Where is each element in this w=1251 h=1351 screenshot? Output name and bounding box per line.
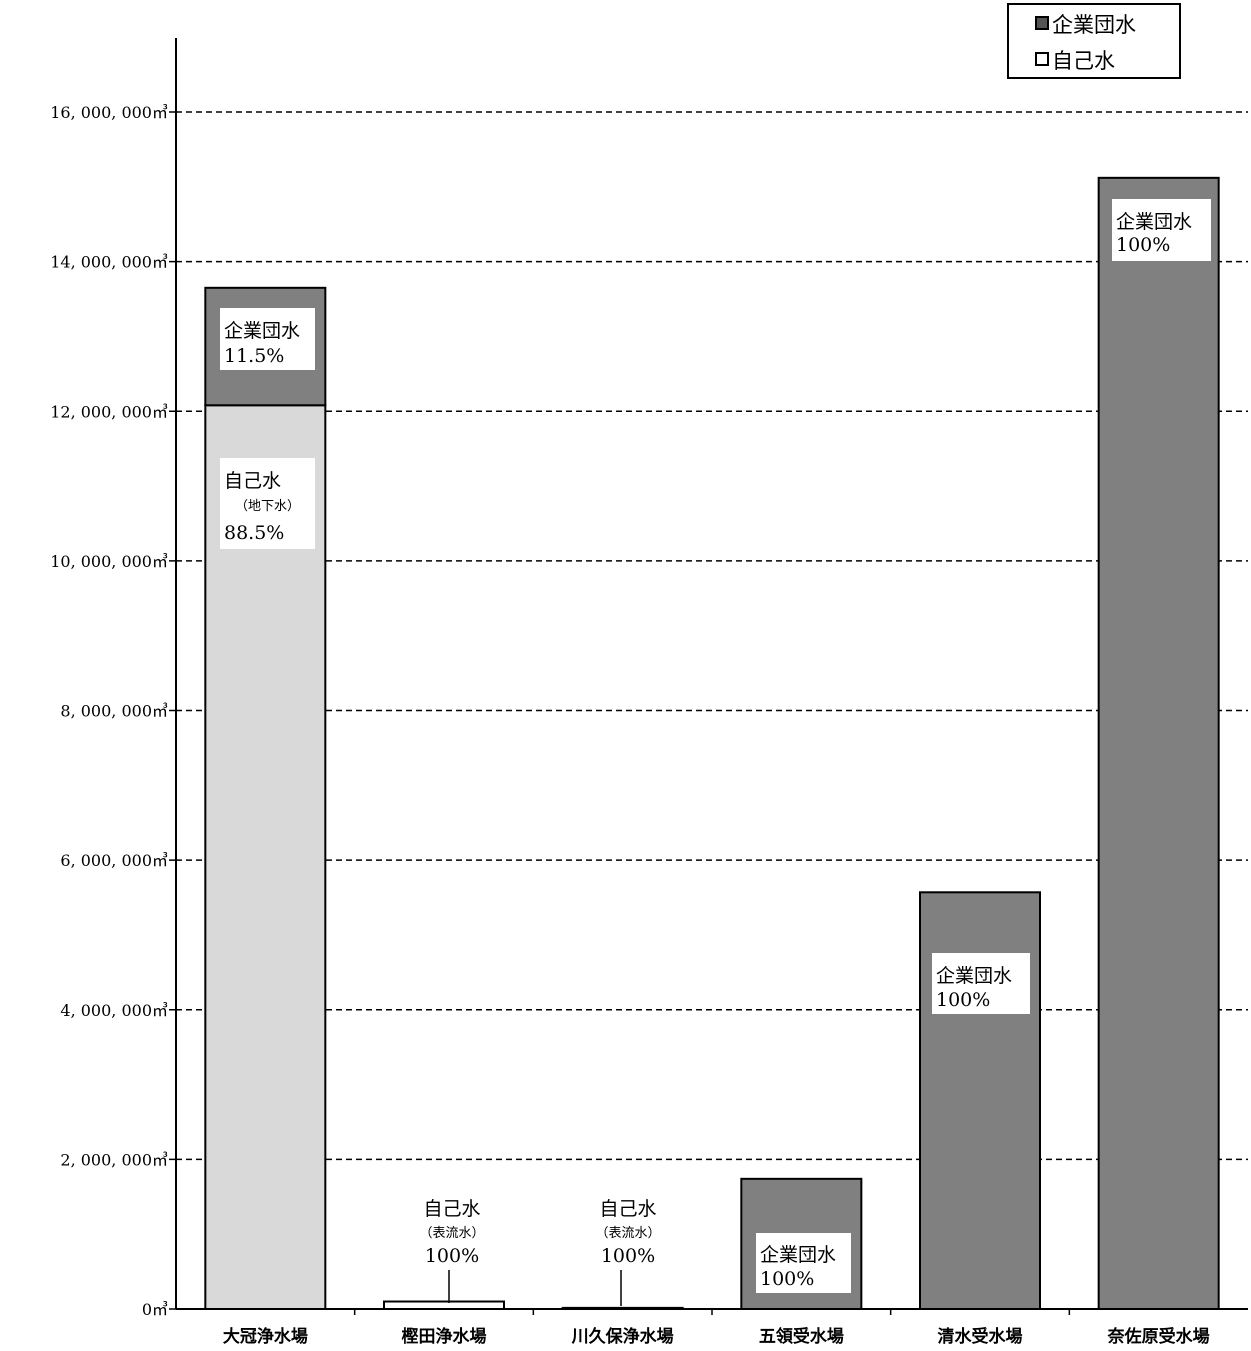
annotation-box (756, 1233, 851, 1293)
annotation-text: 100% (760, 1268, 814, 1290)
annotation-text: 企業団水 (936, 965, 1012, 987)
y-tick-label: 14, 000, 000㎥ (50, 253, 168, 272)
legend-label: 企業団水 (1052, 13, 1136, 37)
annotation-text: 自己水 (423, 1198, 480, 1220)
x-category-label: 川久保浄水場 (571, 1326, 674, 1347)
bar-self-water (383, 1300, 505, 1311)
y-tick-label: 0㎥ (142, 1300, 168, 1319)
annotation-text: 88.5% (224, 522, 284, 544)
annotation-text: 100% (1116, 234, 1170, 256)
y-tick-label: 10, 000, 000㎥ (50, 552, 168, 571)
data-annotation: 自己水 （地下水） 88.5% (220, 458, 315, 549)
annotation-box (932, 953, 1030, 1014)
y-tick-label: 8, 000, 000㎥ (60, 702, 168, 721)
annotation-text: 企業団水 (1116, 211, 1192, 233)
annotation-text: 100% (601, 1245, 655, 1267)
bar-corp-water (1097, 176, 1220, 1311)
annotation-box (1112, 199, 1211, 261)
x-category-label: 奈佐原受水場 (1107, 1326, 1210, 1347)
annotation-text: 企業団水 (760, 1244, 836, 1266)
annotation-box (220, 308, 315, 370)
annotation-text: 企業団水 (224, 320, 300, 342)
annotation-text: （地下水） (235, 499, 300, 514)
bar-self-water (204, 404, 327, 1310)
annotations: 企業団水 11.5% 自己水 （地下水） 88.5% 自己水 （表流水） 100% 自己水 （表流… (220, 199, 1211, 1306)
annotation-text: （表流水） (595, 1226, 660, 1241)
x-category-label: 大冠浄水場 (223, 1326, 308, 1347)
annotation-text: （表流水） (419, 1226, 484, 1241)
gridlines (176, 111, 1248, 1161)
legend-label: 自己水 (1052, 49, 1115, 73)
data-annotation: 企業団水 11.5% (220, 308, 315, 370)
axes: 0㎥ 2, 000, 000㎥ 4, 000, 000㎥ 6, 000, 000㎥ 8,… (50, 38, 1248, 1347)
annotation-text: 100% (425, 1245, 479, 1267)
y-tick-label: 12, 000, 000㎥ (50, 402, 168, 421)
y-tick-label: 2, 000, 000㎥ (60, 1150, 168, 1169)
annotation-box (220, 458, 315, 549)
x-category-label: 五領受水場 (759, 1326, 844, 1347)
annotation-text: 自己水 (224, 470, 281, 492)
y-tick-label: 16, 000, 000㎥ (50, 103, 168, 122)
legend-swatch (1035, 16, 1049, 30)
annotation-text: 11.5% (224, 345, 284, 367)
bars (204, 176, 1220, 1311)
x-category-label: 清水受水場 (938, 1326, 1023, 1347)
data-annotation: 自己水 （表流水） 100% (595, 1198, 661, 1306)
x-category-label: 樫田浄水場 (402, 1326, 487, 1347)
annotation-text: 自己水 (599, 1198, 656, 1220)
y-tick-label: 6, 000, 000㎥ (60, 851, 168, 870)
y-tick-label: 4, 000, 000㎥ (60, 1001, 168, 1020)
annotation-text: 100% (936, 989, 990, 1011)
legend-swatch (1035, 52, 1049, 66)
data-annotation: 自己水 （表流水） 100% (419, 1198, 485, 1303)
